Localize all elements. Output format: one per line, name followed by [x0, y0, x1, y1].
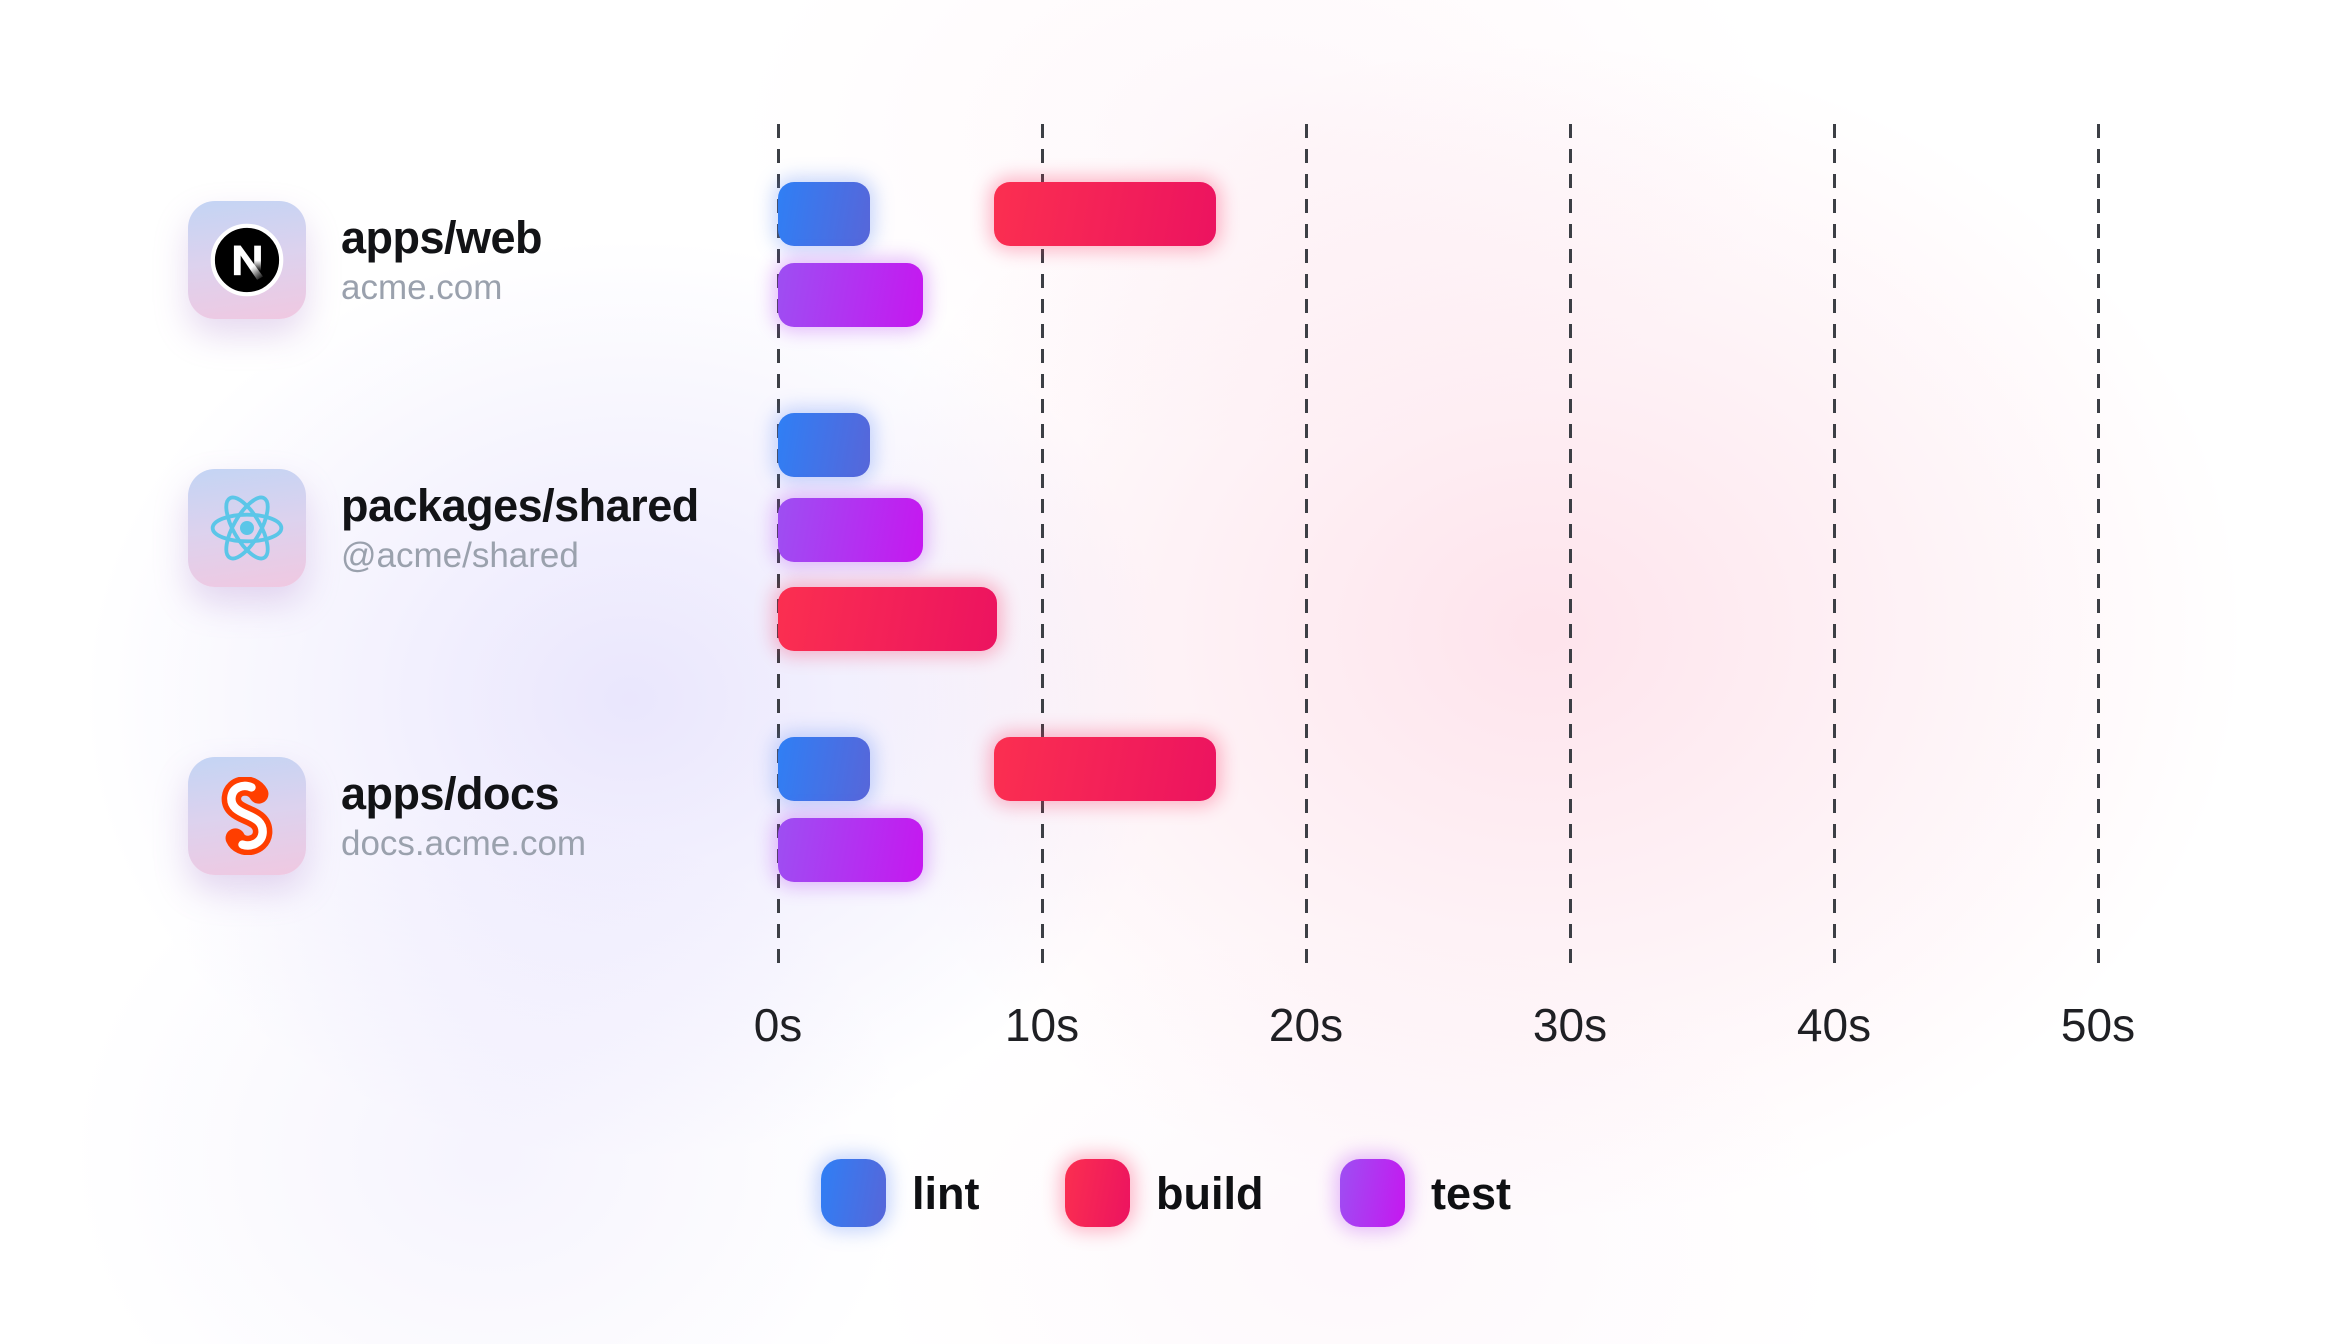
svelte-icon — [221, 777, 273, 855]
bar-apps-web-lint — [778, 182, 871, 246]
legend-item-lint: lint — [821, 1159, 979, 1227]
nextjs-icon — [210, 223, 284, 297]
bar-apps-web-build — [994, 182, 1217, 246]
legend-swatch-test — [1340, 1159, 1405, 1227]
gridline-40s — [1832, 124, 1836, 966]
gridline-50s — [2096, 124, 2100, 966]
axis-tick-label: 10s — [1004, 999, 1080, 1051]
package-label-1: apps/web acme.com — [341, 201, 543, 319]
bar-apps-docs-lint — [778, 737, 871, 801]
axis-tick-label: 0s — [753, 999, 803, 1051]
gridline-20s — [1304, 124, 1308, 966]
axis-tick-label: 40s — [1796, 999, 1872, 1051]
react-icon — [210, 495, 284, 561]
package-name: packages/shared — [341, 480, 699, 531]
package-label-2: packages/shared @acme/shared — [341, 469, 699, 587]
bar-packages-shared-test — [778, 498, 924, 562]
bar-apps-docs-test — [778, 818, 924, 882]
package-icon-tile-3 — [188, 757, 306, 875]
legend-swatch-lint — [821, 1159, 886, 1227]
legend-label-test: test — [1431, 1167, 1512, 1219]
package-domain: docs.acme.com — [341, 824, 587, 863]
legend-item-test: test — [1340, 1159, 1511, 1227]
legend-item-build: build — [1065, 1159, 1263, 1227]
package-name: apps/docs — [341, 768, 560, 819]
gridline-10s — [1040, 124, 1044, 966]
legend-label-build: build — [1156, 1167, 1264, 1219]
bar-packages-shared-build — [778, 587, 998, 651]
bar-apps-web-test — [778, 263, 924, 327]
package-icon-tile-2 — [188, 469, 306, 587]
package-label-3: apps/docs docs.acme.com — [341, 757, 586, 875]
bar-packages-shared-lint — [778, 413, 871, 477]
legend-swatch-build — [1065, 1159, 1130, 1227]
package-name: apps/web — [341, 212, 543, 263]
package-icon-tile-1 — [188, 201, 306, 319]
gridline-30s — [1568, 124, 1572, 966]
legend-label-lint: lint — [912, 1167, 980, 1219]
package-domain: acme.com — [341, 268, 503, 307]
bar-apps-docs-build — [994, 737, 1217, 801]
axis-tick-label: 20s — [1268, 999, 1344, 1051]
axis-tick-label: 30s — [1532, 999, 1608, 1051]
package-domain: @acme/shared — [341, 536, 579, 575]
axis-tick-label: 50s — [2060, 999, 2136, 1051]
